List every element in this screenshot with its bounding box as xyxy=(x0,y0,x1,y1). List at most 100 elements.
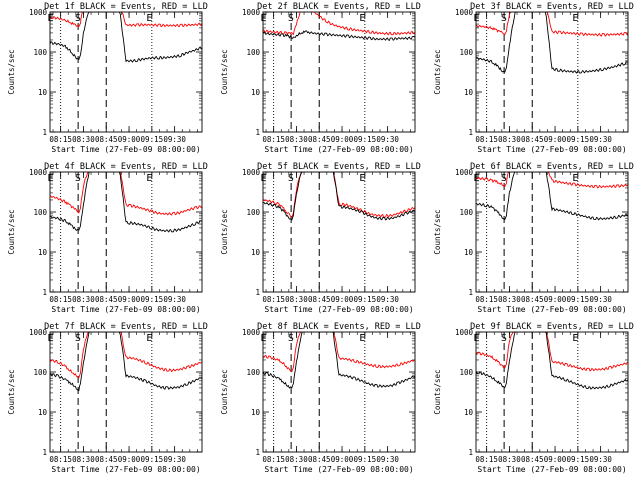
x-tick-label: 09:00 xyxy=(118,295,141,304)
y-tick-label: 1000 xyxy=(242,168,261,177)
x-tick-label: 09:30 xyxy=(376,455,399,464)
plot-title: Det 6f BLACK = Events, RED = LLD xyxy=(470,162,634,172)
x-tick-label: 09:30 xyxy=(376,295,399,304)
x-tick-label: 08:15 xyxy=(49,135,72,144)
y-tick-label: 100 xyxy=(459,208,473,217)
x-tick-label: 09:00 xyxy=(544,135,567,144)
x-tick-label: 09:15 xyxy=(141,295,164,304)
events-series-line xyxy=(263,30,415,42)
x-tick-label: 08:15 xyxy=(262,295,285,304)
events-series-line xyxy=(476,172,628,221)
series-group xyxy=(263,332,415,389)
lld-series-line xyxy=(50,12,202,28)
plot-title: Det 2f BLACK = Events, RED = LLD xyxy=(257,2,421,12)
x-tick-label: 08:15 xyxy=(475,455,498,464)
x-tick-label: 09:30 xyxy=(589,135,612,144)
y-tick-label: 1 xyxy=(468,288,473,297)
event-marker-label: E xyxy=(48,13,54,24)
x-tick-label: 08:30 xyxy=(72,135,95,144)
y-tick-label: 10 xyxy=(464,408,474,417)
x-tick-label: 09:15 xyxy=(354,295,377,304)
y-tick-label: 10 xyxy=(251,408,261,417)
y-tick-label: 100 xyxy=(459,368,473,377)
x-tick-label: 08:45 xyxy=(521,295,544,304)
plot-title: Det 3f BLACK = Events, RED = LLD xyxy=(470,2,634,12)
event-marker-label: E xyxy=(146,13,152,24)
y-tick-label: 100 xyxy=(33,208,47,217)
x-tick-label: 08:45 xyxy=(308,135,331,144)
plot-title: Det 4f BLACK = Events, RED = LLD xyxy=(44,162,208,172)
events-series-line xyxy=(50,172,202,233)
lld-series-line xyxy=(50,332,202,379)
panel-det-9: Det 9f BLACK = Events, RED = LLD 1 10 100 10… xyxy=(433,322,634,474)
y-tick-label: 100 xyxy=(246,368,260,377)
x-axis-label: Start Time (27-Feb-09 08:00:00) xyxy=(51,465,200,474)
events-series-line xyxy=(263,332,415,389)
event-marker-label: E xyxy=(359,173,365,184)
series-group xyxy=(476,172,628,221)
x-tick-label: 09:30 xyxy=(589,455,612,464)
event-marker-label: E xyxy=(359,13,365,24)
plot-frame xyxy=(262,11,416,133)
event-marker-label: S xyxy=(288,13,294,24)
y-tick-label: 10 xyxy=(38,408,48,417)
x-tick-label: 08:30 xyxy=(285,295,308,304)
event-marker-label: E xyxy=(48,173,54,184)
y-axis-label: Counts/sec xyxy=(433,369,442,414)
y-tick-label: 1000 xyxy=(29,328,48,337)
y-axis-label: Counts/sec xyxy=(433,49,442,94)
x-tick-label: 09:00 xyxy=(331,295,354,304)
events-series-line xyxy=(476,12,628,74)
y-tick-label: 1000 xyxy=(29,8,48,17)
event-marker-label: S xyxy=(288,173,294,184)
y-tick-label: 1 xyxy=(42,448,47,457)
x-axis-label: Start Time (27-Feb-09 08:00:00) xyxy=(477,305,626,314)
lld-series-line xyxy=(263,332,415,372)
x-tick-label: 09:00 xyxy=(544,455,567,464)
event-marker-label: E xyxy=(359,333,365,344)
y-tick-label: 100 xyxy=(246,48,260,57)
y-tick-label: 1000 xyxy=(242,328,261,337)
y-tick-label: 10 xyxy=(464,248,474,257)
y-axis-label: Counts/sec xyxy=(220,369,229,414)
x-tick-label: 09:15 xyxy=(354,135,377,144)
event-marker-label: E xyxy=(146,173,152,184)
x-tick-label: 09:00 xyxy=(118,455,141,464)
x-tick-label: 08:30 xyxy=(498,135,521,144)
plot-title: Det 5f BLACK = Events, RED = LLD xyxy=(257,162,421,172)
x-axis-label: Start Time (27-Feb-09 08:00:00) xyxy=(264,145,413,154)
event-marker-label: S xyxy=(288,333,294,344)
y-tick-label: 1 xyxy=(42,128,47,137)
lld-series-line xyxy=(263,172,415,218)
panel-det-7: Det 7f BLACK = Events, RED = LLD 1 10 100 10… xyxy=(7,322,208,474)
y-tick-label: 10 xyxy=(251,88,261,97)
series-group xyxy=(263,12,415,42)
x-tick-label: 09:15 xyxy=(354,455,377,464)
plot-title: Det 1f BLACK = Events, RED = LLD xyxy=(44,2,208,12)
x-tick-label: 09:00 xyxy=(331,135,354,144)
x-axis-label: Start Time (27-Feb-09 08:00:00) xyxy=(477,145,626,154)
x-tick-label: 08:30 xyxy=(498,455,521,464)
y-tick-label: 1 xyxy=(255,128,260,137)
x-tick-label: 08:30 xyxy=(498,295,521,304)
y-tick-label: 1 xyxy=(468,448,473,457)
x-tick-label: 08:15 xyxy=(49,295,72,304)
y-tick-label: 1 xyxy=(468,128,473,137)
plot-frame xyxy=(49,171,203,293)
plot-title: Det 8f BLACK = Events, RED = LLD xyxy=(257,322,421,332)
y-axis-label: Counts/sec xyxy=(7,49,16,94)
panel-det-8: Det 8f BLACK = Events, RED = LLD 1 10 100 10… xyxy=(220,322,421,474)
plot-frame xyxy=(262,331,416,453)
series-group xyxy=(50,12,202,63)
x-axis-label: Start Time (27-Feb-09 08:00:00) xyxy=(264,305,413,314)
event-marker-label: E xyxy=(572,333,578,344)
y-tick-label: 1 xyxy=(255,448,260,457)
event-marker-label: E xyxy=(572,13,578,24)
events-series-line xyxy=(263,172,415,221)
x-tick-label: 08:30 xyxy=(72,295,95,304)
panel-det-5: Det 5f BLACK = Events, RED = LLD 1 10 100 10… xyxy=(220,162,421,314)
x-tick-label: 08:15 xyxy=(262,135,285,144)
event-marker-label: S xyxy=(501,333,507,344)
event-marker-label: E xyxy=(474,333,480,344)
